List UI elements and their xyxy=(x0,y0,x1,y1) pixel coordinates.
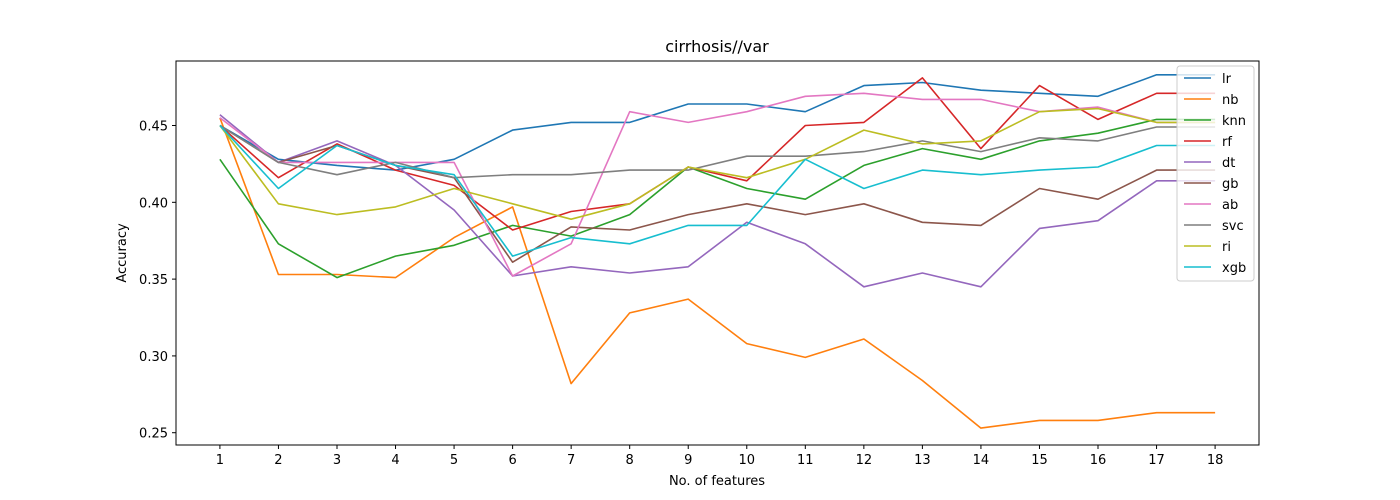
legend-label-ri: ri xyxy=(1222,240,1231,255)
legend-items: lr nb knn rf dt gb ab svc ri xgb xyxy=(1184,72,1246,276)
y-tick-label: 0.40 xyxy=(139,196,168,211)
x-axis-label: No. of features xyxy=(669,474,765,489)
plot-frame xyxy=(175,60,1260,446)
legend-label-ab: ab xyxy=(1222,198,1238,213)
series-line-knn xyxy=(219,118,1216,279)
x-tick-label: 8 xyxy=(626,453,634,468)
legend-label-gb: gb xyxy=(1222,177,1239,192)
legend-label-rf: rf xyxy=(1222,135,1232,150)
y-axis-ticks: 0.25 0.30 0.35 0.40 0.45 xyxy=(139,120,176,442)
series-line-nb xyxy=(219,117,1216,429)
y-tick-label: 0.30 xyxy=(139,350,168,365)
y-tick-label: 0.35 xyxy=(139,273,168,288)
x-tick-label: 3 xyxy=(333,453,341,468)
x-axis-ticks: 1 2 3 4 5 6 7 8 9 10 11 12 13 14 15 16 17 18 xyxy=(216,445,1224,468)
legend: lr nb knn rf dt gb ab svc ri xgb xyxy=(1176,65,1255,282)
series-line-svc xyxy=(219,124,1216,179)
x-tick-label: 5 xyxy=(450,453,458,468)
x-tick-label: 2 xyxy=(274,453,282,468)
x-tick-label: 6 xyxy=(508,453,516,468)
legend-label-nb: nb xyxy=(1222,93,1239,108)
legend-label-lr: lr xyxy=(1222,72,1232,87)
series-line-ri xyxy=(219,107,1216,220)
chart-title: cirrhosis//var xyxy=(665,37,769,56)
x-tick-label: 1 xyxy=(216,453,224,468)
x-tick-label: 14 xyxy=(973,453,990,468)
series-line-xgb xyxy=(219,124,1216,257)
x-tick-label: 17 xyxy=(1148,453,1165,468)
x-tick-label: 11 xyxy=(797,453,814,468)
x-tick-label: 4 xyxy=(391,453,399,468)
x-tick-label: 7 xyxy=(567,453,575,468)
series-layer xyxy=(219,74,1216,429)
legend-label-svc: svc xyxy=(1222,219,1244,234)
x-tick-label: 10 xyxy=(738,453,755,468)
x-tick-label: 12 xyxy=(856,453,873,468)
x-tick-label: 18 xyxy=(1207,453,1224,468)
x-tick-label: 9 xyxy=(684,453,692,468)
y-tick-label: 0.45 xyxy=(139,120,168,135)
series-line-lr xyxy=(219,74,1216,171)
legend-label-xgb: xgb xyxy=(1222,261,1246,276)
y-axis-label: Accuracy xyxy=(115,223,130,283)
legend-label-knn: knn xyxy=(1222,114,1246,129)
x-tick-label: 15 xyxy=(1031,453,1048,468)
x-tick-label: 16 xyxy=(1090,453,1107,468)
y-tick-label: 0.25 xyxy=(139,427,168,442)
series-line-rf xyxy=(219,77,1216,231)
legend-label-dt: dt xyxy=(1222,156,1235,171)
x-tick-label: 13 xyxy=(914,453,931,468)
